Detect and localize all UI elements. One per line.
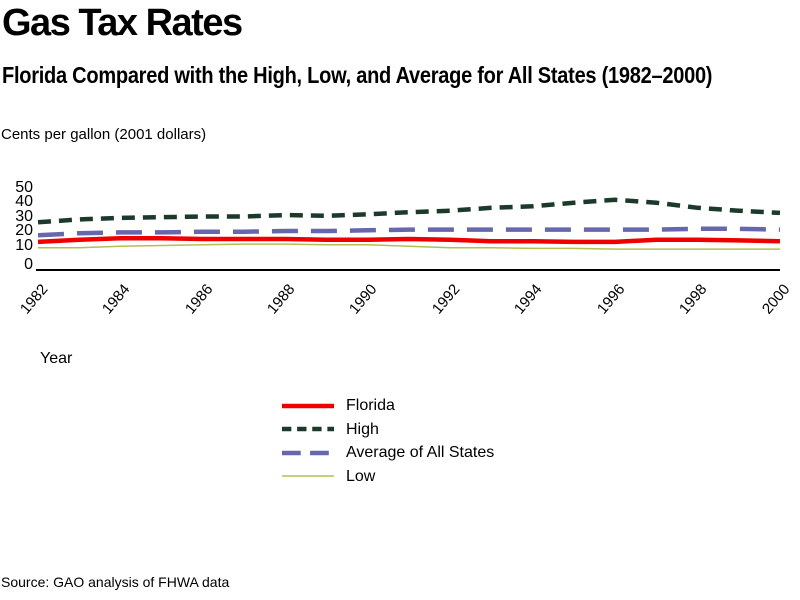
y-tick-label: 20 xyxy=(15,222,33,239)
legend-item-average-of-all-states: Average of All States xyxy=(282,444,494,461)
legend-label-high: High xyxy=(346,420,379,438)
legend-item-high: High xyxy=(282,421,494,438)
legend-swatch-average-of-all-states-line xyxy=(282,450,334,455)
legend-label-low: Low xyxy=(346,467,376,485)
source-note: Source: GAO analysis of FHWA data xyxy=(1,574,230,590)
chart-subtitle: Florida Compared with the High, Low, and… xyxy=(2,62,713,88)
legend-swatch-high-line xyxy=(282,426,334,432)
y-tick-label: 50 xyxy=(15,178,33,196)
legend-label-florida: Florida xyxy=(346,397,395,414)
legend-item-florida: Florida xyxy=(282,397,494,414)
y-axis-units-label: Cents per gallon (2001 dollars) xyxy=(1,126,207,143)
chart-title: Gas Tax Rates xyxy=(2,2,243,44)
x-tick-label: 2000 xyxy=(758,281,794,318)
x-axis-title: Year xyxy=(40,350,73,367)
series-line-high xyxy=(37,197,781,225)
legend-swatch-florida-line xyxy=(282,403,334,408)
y-tick-label: 30 xyxy=(15,207,33,225)
y-tick-label: 40 xyxy=(15,193,33,210)
series-line-florida xyxy=(37,236,781,245)
y-tick-label: 10 xyxy=(15,236,33,254)
legend: Florida High Average of All States Low xyxy=(282,397,494,491)
y-tick-label: 0 xyxy=(24,256,33,273)
legend-swatch-low-line xyxy=(282,475,334,477)
legend-label-average-of-all-states: Average of All States xyxy=(346,444,495,461)
series-line-average-of-all-states xyxy=(37,226,781,238)
legend-item-low: Low xyxy=(282,468,494,485)
series-line-low xyxy=(38,243,780,250)
